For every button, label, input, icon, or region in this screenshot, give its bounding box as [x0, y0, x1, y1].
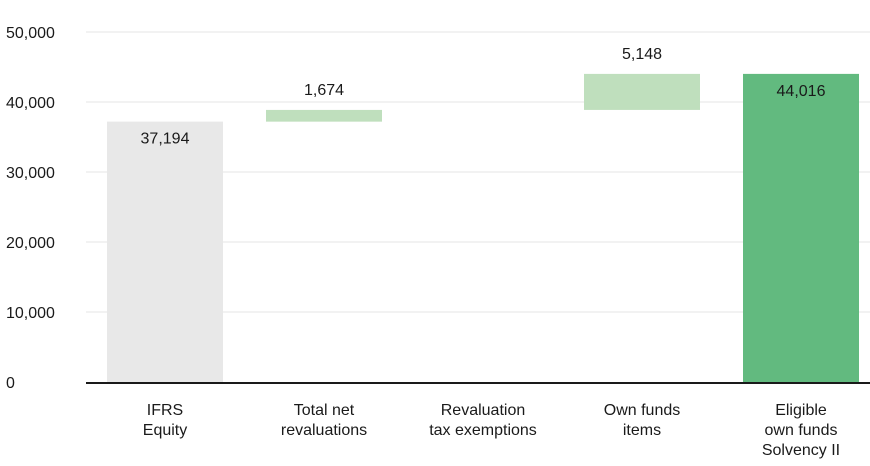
bar-total: [107, 121, 223, 382]
category-label: Own funds items: [604, 402, 680, 439]
category-label: IFRS Equity: [143, 402, 187, 439]
bar-final: [743, 73, 859, 382]
bar-value-label: 44,016: [777, 83, 826, 100]
y-tick-label: 40,000: [6, 95, 55, 112]
category-label: Eligible own funds Solvency II: [762, 402, 840, 459]
category-labels: IFRS Equity Total net revaluations Revaluati…: [143, 402, 840, 459]
y-tick-label: 20,000: [6, 235, 55, 252]
bar-value-label: 5,148: [622, 46, 662, 63]
y-tick-label: 0: [6, 375, 15, 392]
bar-value-label: 1,674: [304, 82, 344, 99]
category-label: Total net revaluations: [281, 402, 367, 439]
y-tick-label: 50,000: [6, 25, 55, 42]
bar-increase: [266, 109, 382, 122]
bar-increase: [584, 73, 700, 110]
category-label: Revaluation tax exemptions: [429, 402, 537, 439]
y-tick-label: 10,000: [6, 305, 55, 322]
y-axis-tick-labels: 0 10,000 20,000 30,000 40,000 50,000: [6, 25, 55, 392]
bars: [107, 73, 859, 382]
bar-value-label: 37,194: [141, 131, 190, 148]
data-labels: 37,194 1,674 5,148 44,016: [141, 46, 826, 148]
y-tick-label: 30,000: [6, 165, 55, 182]
